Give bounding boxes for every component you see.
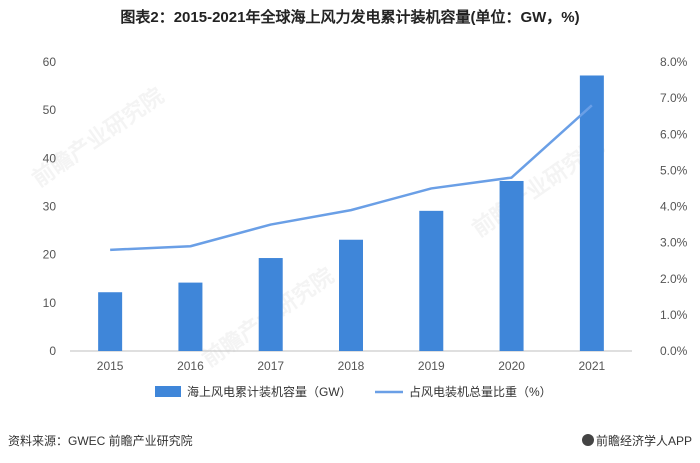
y-tick-label-left: 0 bbox=[49, 344, 56, 358]
x-tick-label: 2020 bbox=[498, 359, 525, 373]
y-tick-label-left: 20 bbox=[43, 248, 57, 262]
y-tick-label-left: 30 bbox=[43, 200, 57, 214]
x-tick-label: 2015 bbox=[97, 359, 124, 373]
line-series bbox=[110, 104, 593, 252]
x-tick-label: 2021 bbox=[579, 359, 606, 373]
brand-text: 前瞻经济学人APP bbox=[595, 434, 692, 448]
brand-credit: 前瞻经济学人APP bbox=[581, 432, 692, 449]
bar bbox=[258, 258, 283, 351]
y-tick-label-left: 40 bbox=[43, 151, 57, 165]
x-tick-label: 2016 bbox=[177, 359, 204, 373]
bar bbox=[579, 75, 604, 351]
source-note: 资料来源：GWEC 前瞻产业研究院 bbox=[8, 434, 193, 448]
bar bbox=[178, 282, 203, 351]
legend-swatch-bar bbox=[155, 386, 181, 397]
x-tick-label: 2019 bbox=[418, 359, 445, 373]
y-tick-label-right: 3.0% bbox=[660, 236, 688, 250]
y-tick-label-right: 6.0% bbox=[660, 127, 688, 141]
y-tick-label-right: 2.0% bbox=[660, 272, 688, 286]
chart-svg: 0 10 20 30 40 50 60 0.0% 1.0% 2.0% 3.0% 4.0% 5.0% 6.0… bbox=[43, 55, 688, 399]
y-tick-label-left: 50 bbox=[43, 103, 57, 117]
y-tick-label-right: 8.0% bbox=[660, 55, 688, 69]
legend-label-line: 占风电装机总量比重（%） bbox=[409, 384, 552, 399]
y-tick-label-right: 0.0% bbox=[660, 344, 688, 358]
x-tick-label: 2018 bbox=[338, 359, 365, 373]
x-tick-label: 2017 bbox=[257, 359, 284, 373]
bar bbox=[419, 210, 444, 351]
y-tick-label-left: 60 bbox=[43, 55, 57, 69]
y-tick-label-right: 4.0% bbox=[660, 200, 688, 214]
brand-logo-icon bbox=[581, 434, 594, 446]
bar bbox=[339, 239, 363, 351]
legend-label-bar: 海上风电累计装机容量（GW） bbox=[187, 384, 352, 399]
bar bbox=[499, 180, 524, 351]
y-tick-label-right: 7.0% bbox=[660, 91, 688, 105]
y-tick-label-right: 1.0% bbox=[660, 308, 688, 322]
y-tick-label-left: 10 bbox=[43, 296, 57, 310]
y-tick-label-right: 5.0% bbox=[660, 163, 688, 177]
bar bbox=[98, 292, 123, 351]
chart-title: 图表2：2015-2021年全球海上风力发电累计装机容量(单位：GW，%) bbox=[120, 9, 580, 26]
